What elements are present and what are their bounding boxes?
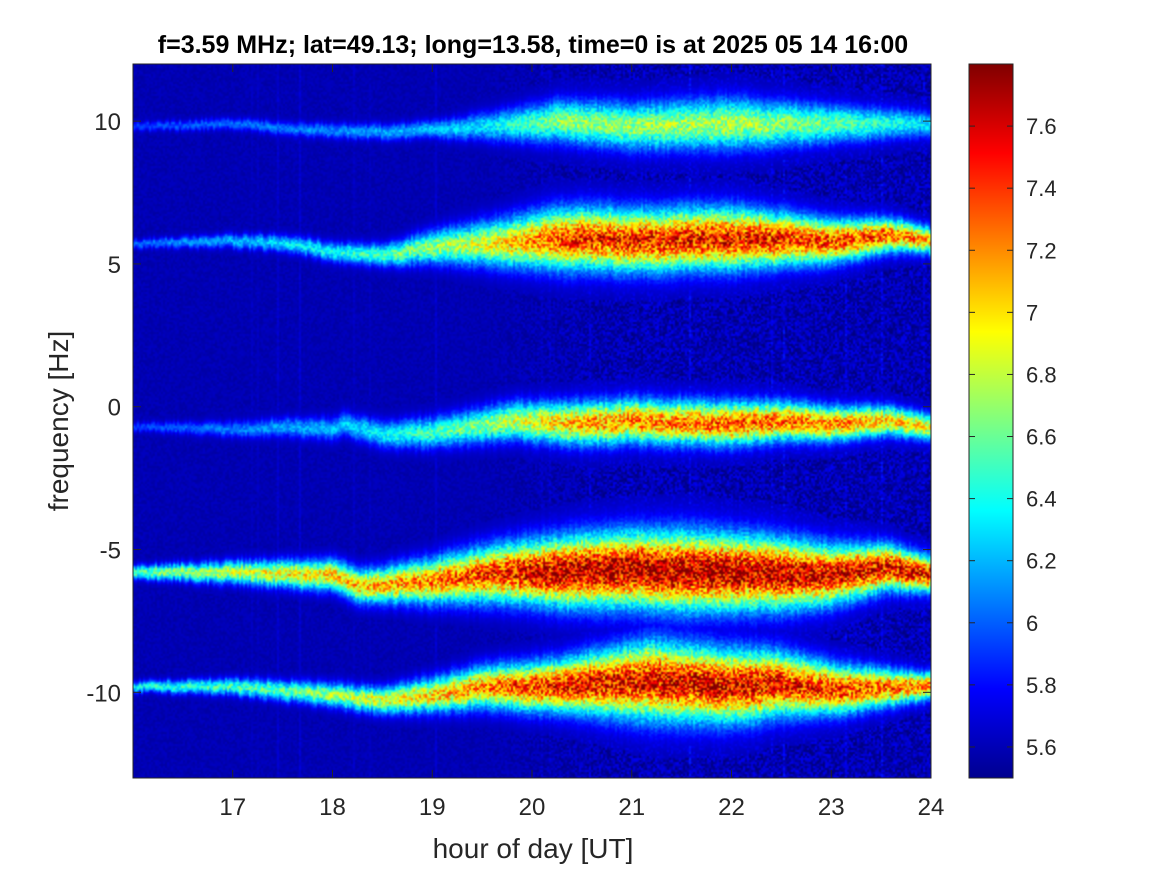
x-axis: 17 18 19 20 21 22 23 24: [219, 64, 944, 821]
colorbar-tick-label: 6.2: [1026, 549, 1057, 574]
x-tick-label: 18: [319, 794, 346, 821]
x-tick-label: 20: [519, 794, 546, 821]
x-axis-label: hour of day [UT]: [433, 833, 634, 864]
colorbar-tick-label: 7.6: [1026, 114, 1057, 139]
colorbar-tick-label: 6.6: [1026, 425, 1057, 450]
colorbar-tick-label: 6.8: [1026, 362, 1057, 387]
chart-title: f=3.59 MHz; lat=49.13; long=13.58, time=…: [158, 31, 908, 59]
spectrogram-raster: [133, 64, 931, 778]
x-tick-label: 17: [219, 794, 246, 821]
plot-area: [132, 63, 932, 779]
colorbar-tick-label: 7: [1026, 300, 1038, 325]
colorbar-gradient: [968, 63, 1014, 779]
x-tick-label: 23: [818, 794, 845, 821]
colorbar-tick-label: 7.2: [1026, 238, 1057, 263]
y-tick-label: 10: [94, 109, 121, 136]
colorbar-tick-label: 5.6: [1026, 735, 1057, 760]
colorbar-tick-label: 5.8: [1026, 673, 1057, 698]
x-tick-label: 21: [618, 794, 645, 821]
y-tick-label: 0: [108, 395, 121, 422]
x-tick-label: 22: [718, 794, 745, 821]
y-axis: -10 -5 0 5 10: [86, 109, 931, 707]
y-tick-label: -10: [86, 680, 121, 707]
colorbar-tick-label: 7.4: [1026, 176, 1057, 201]
x-tick-label: 24: [918, 794, 945, 821]
y-tick-label: -5: [100, 538, 121, 565]
colorbar: 5.6 5.8 6 6.2 6.4 6.6 6.8 7 7.2 7.4 7.6: [968, 63, 1057, 779]
colorbar-tick-label: 6: [1026, 611, 1038, 636]
y-tick-label: 5: [108, 252, 121, 279]
y-axis-label: frequency [Hz]: [43, 331, 74, 512]
colorbar-tick-label: 6.4: [1026, 487, 1057, 512]
x-tick-label: 19: [419, 794, 446, 821]
colorbar-ticks: 5.6 5.8 6 6.2 6.4 6.6 6.8 7 7.2 7.4 7.6: [969, 114, 1057, 760]
